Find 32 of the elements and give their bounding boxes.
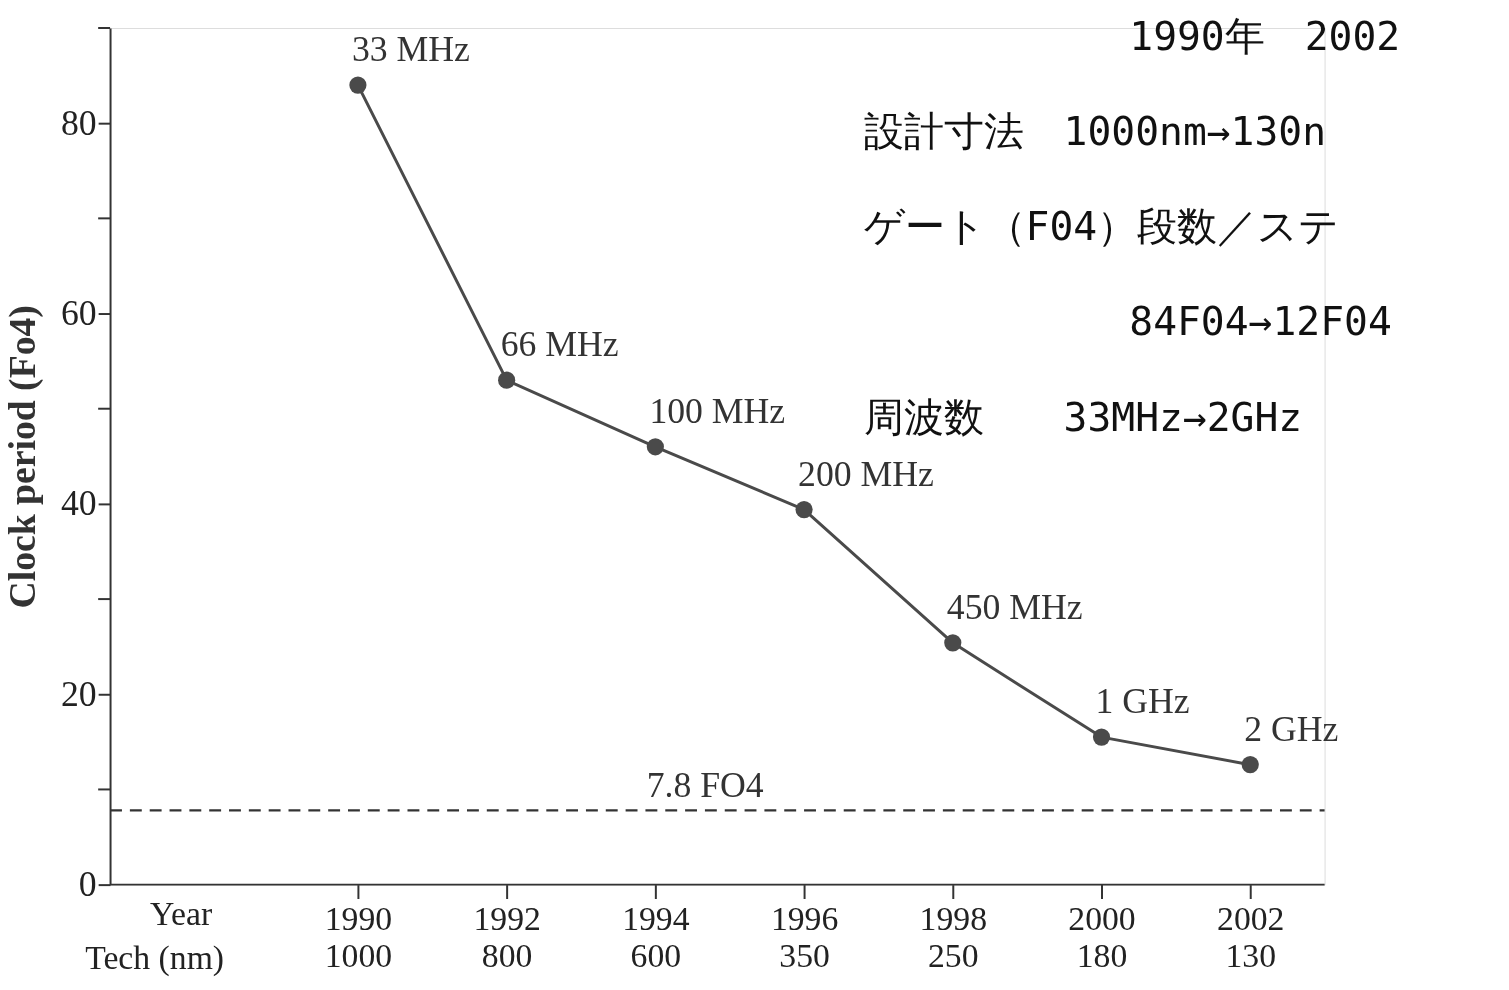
x-tick-label: 2002 130 <box>1217 899 1285 975</box>
point <box>349 76 367 94</box>
annotation: 200 MHz <box>798 453 934 494</box>
x-tick-label: 1994 600 <box>622 899 690 975</box>
annotation: 84F04→12F04 <box>1129 298 1392 345</box>
annotation: 100 MHz <box>649 391 786 431</box>
annotation: 1 GHz <box>1095 681 1190 722</box>
x-tick-label: 1996 350 <box>770 899 839 975</box>
y-axis-title: Clock period (Fo4) <box>1 305 45 609</box>
annotation: 450 MHz <box>946 587 1083 628</box>
point <box>1092 728 1111 746</box>
x-tick-label: 2000 180 <box>1068 899 1136 975</box>
annotation: 1990年 2002 <box>1129 12 1401 59</box>
ref-line-label: 7.8 FO4 <box>646 764 764 805</box>
annotation: 2 GHz <box>1244 708 1339 749</box>
annotation: 周波数 33MHz→2GHz <box>863 393 1303 440</box>
point <box>498 371 516 389</box>
y-tick-label: 80 <box>60 102 97 143</box>
x-tick-label: 1990 1000 <box>324 899 393 975</box>
annotation: ゲート（F04）段数／ステ <box>863 203 1340 250</box>
x-tick-label: 1998 250 <box>919 899 987 975</box>
annotation: 33 MHz <box>351 29 470 70</box>
point <box>795 501 813 519</box>
y-tick-label: 40 <box>60 483 97 524</box>
point <box>1241 756 1259 774</box>
annotation: 66 MHz <box>500 324 619 365</box>
point <box>944 634 962 652</box>
x-tick-label: 1992 800 <box>473 899 541 975</box>
point <box>646 438 664 456</box>
annotation: 設計寸法 1000nm→130n <box>863 107 1327 154</box>
y-tick-label: 60 <box>60 292 97 333</box>
y-tick-label: 20 <box>60 673 97 714</box>
